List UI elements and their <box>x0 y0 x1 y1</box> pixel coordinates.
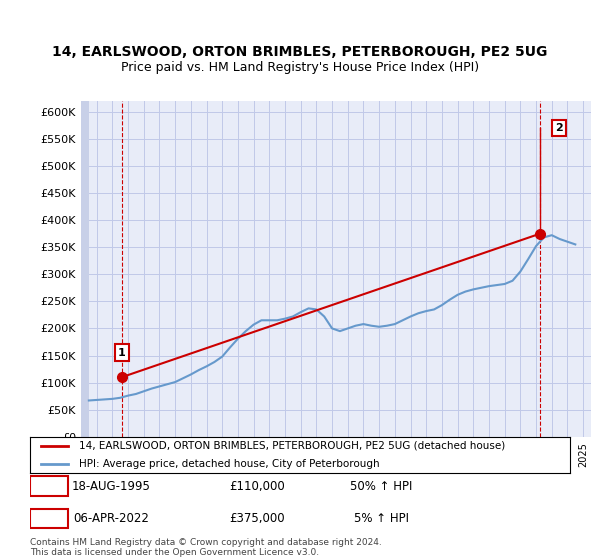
Bar <box>81 101 89 437</box>
Text: £110,000: £110,000 <box>229 479 284 493</box>
Text: 1: 1 <box>44 479 53 493</box>
Text: 14, EARLSWOOD, ORTON BRIMBLES, PETERBOROUGH, PE2 5UG (detached house): 14, EARLSWOOD, ORTON BRIMBLES, PETERBORO… <box>79 441 505 451</box>
Text: 1: 1 <box>118 348 125 358</box>
Text: 2: 2 <box>555 123 563 133</box>
Text: HPI: Average price, detached house, City of Peterborough: HPI: Average price, detached house, City… <box>79 459 379 469</box>
Text: 5% ↑ HPI: 5% ↑ HPI <box>353 512 409 525</box>
Text: 18-AUG-1995: 18-AUG-1995 <box>71 479 151 493</box>
FancyBboxPatch shape <box>30 508 68 528</box>
Text: Contains HM Land Registry data © Crown copyright and database right 2024.
This d: Contains HM Land Registry data © Crown c… <box>30 538 382 557</box>
Text: 14, EARLSWOOD, ORTON BRIMBLES, PETERBOROUGH, PE2 5UG: 14, EARLSWOOD, ORTON BRIMBLES, PETERBORO… <box>52 45 548 59</box>
Text: 2: 2 <box>44 512 53 525</box>
FancyBboxPatch shape <box>30 477 68 496</box>
Text: Price paid vs. HM Land Registry's House Price Index (HPI): Price paid vs. HM Land Registry's House … <box>121 61 479 74</box>
Text: £375,000: £375,000 <box>229 512 284 525</box>
Text: 50% ↑ HPI: 50% ↑ HPI <box>350 479 412 493</box>
Text: 06-APR-2022: 06-APR-2022 <box>73 512 149 525</box>
